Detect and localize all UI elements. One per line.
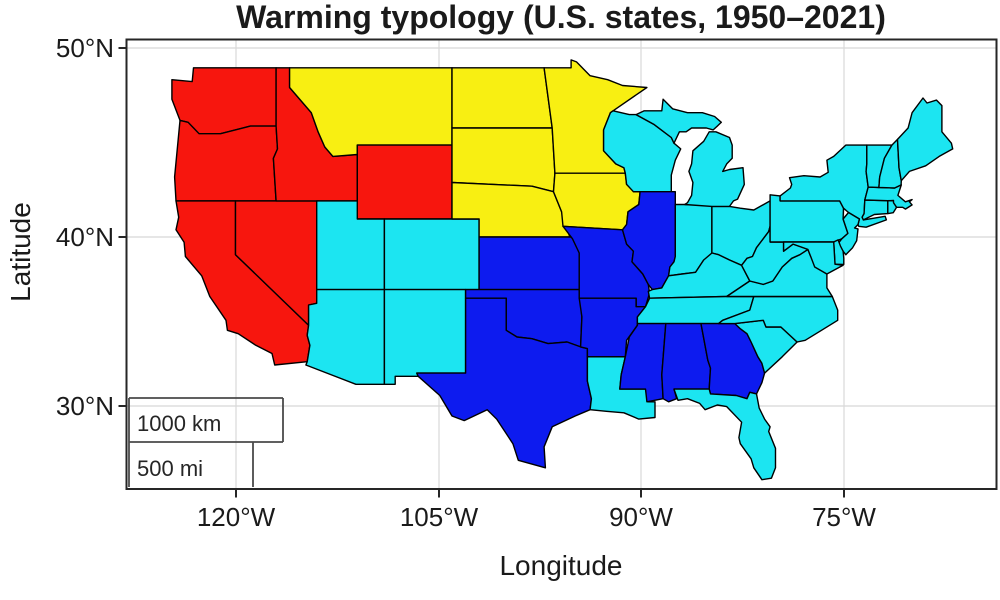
x-tick-label-120w: 120°W — [197, 502, 276, 532]
axis-ticks — [118, 47, 845, 498]
state-MI — [635, 98, 745, 208]
state-MD — [782, 241, 844, 275]
scale-bar: 1000 km 500 mi — [128, 397, 284, 487]
state-ME — [896, 97, 954, 182]
y-tick-label-50n: 50°N — [56, 33, 114, 63]
scale-bar-lines — [128, 397, 284, 487]
state-KS — [478, 236, 580, 291]
x-tick-label-75w: 75°W — [812, 502, 876, 532]
y-axis-label: Latitude — [5, 202, 36, 302]
us-states-map — [171, 59, 954, 481]
state-FL — [673, 388, 777, 481]
plot-frame — [125, 38, 998, 490]
state-ND — [451, 67, 553, 129]
state-WY — [356, 144, 453, 220]
y-tick-label-30n: 30°N — [56, 391, 114, 421]
state-NJ — [837, 211, 861, 256]
state-CO — [383, 218, 480, 291]
state-NC — [717, 295, 839, 343]
x-axis-label: Longitude — [499, 550, 622, 581]
state-TX — [416, 297, 593, 469]
x-tick-label-105w: 105°W — [400, 502, 479, 532]
scale-bar-mi-label: 500 mi — [137, 456, 203, 481]
figure-title: Warming typology (U.S. states, 1950–2021… — [236, 0, 886, 35]
state-SD — [451, 127, 556, 193]
state-PA — [769, 194, 849, 243]
x-tick-label-90w: 90°W — [609, 502, 673, 532]
y-tick-label-40n: 40°N — [56, 222, 114, 252]
state-AR — [578, 297, 647, 358]
state-AZ — [305, 288, 386, 385]
state-OR — [173, 119, 279, 202]
scale-bar-km-label: 1000 km — [137, 411, 221, 436]
state-NM — [383, 288, 467, 385]
